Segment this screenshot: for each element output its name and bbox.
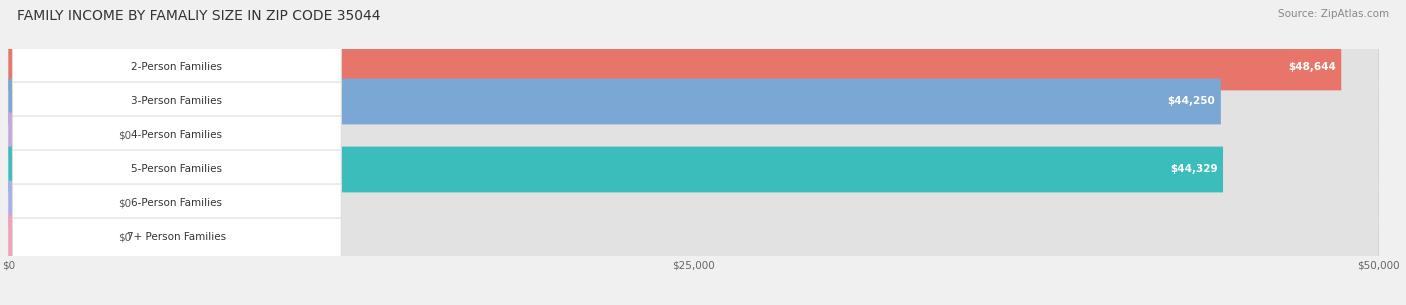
Text: 6-Person Families: 6-Person Families — [131, 199, 222, 209]
FancyBboxPatch shape — [8, 147, 1378, 192]
Text: $0: $0 — [118, 131, 131, 141]
Text: FAMILY INCOME BY FAMALIY SIZE IN ZIP CODE 35044: FAMILY INCOME BY FAMALIY SIZE IN ZIP COD… — [17, 9, 381, 23]
Text: $48,644: $48,644 — [1288, 63, 1336, 73]
FancyBboxPatch shape — [13, 116, 342, 155]
Text: $44,329: $44,329 — [1170, 164, 1218, 174]
Text: $0: $0 — [118, 199, 131, 209]
Text: $0: $0 — [118, 232, 131, 242]
Text: 5-Person Families: 5-Person Families — [131, 164, 222, 174]
FancyBboxPatch shape — [13, 150, 342, 189]
FancyBboxPatch shape — [8, 215, 1378, 260]
Text: Source: ZipAtlas.com: Source: ZipAtlas.com — [1278, 9, 1389, 19]
Text: 2-Person Families: 2-Person Families — [131, 63, 222, 73]
Text: 4-Person Families: 4-Person Families — [131, 131, 222, 141]
FancyBboxPatch shape — [13, 184, 342, 223]
Text: 7+ Person Families: 7+ Person Families — [128, 232, 226, 242]
FancyBboxPatch shape — [8, 215, 97, 260]
FancyBboxPatch shape — [8, 181, 1378, 226]
FancyBboxPatch shape — [8, 45, 1341, 90]
FancyBboxPatch shape — [13, 82, 342, 121]
FancyBboxPatch shape — [8, 79, 1378, 124]
FancyBboxPatch shape — [13, 218, 342, 257]
FancyBboxPatch shape — [8, 147, 1223, 192]
FancyBboxPatch shape — [8, 45, 1378, 90]
FancyBboxPatch shape — [8, 113, 1378, 158]
FancyBboxPatch shape — [8, 181, 97, 226]
Text: $44,250: $44,250 — [1167, 96, 1215, 106]
FancyBboxPatch shape — [8, 79, 1220, 124]
Text: 3-Person Families: 3-Person Families — [131, 96, 222, 106]
FancyBboxPatch shape — [8, 113, 97, 158]
FancyBboxPatch shape — [13, 48, 342, 87]
